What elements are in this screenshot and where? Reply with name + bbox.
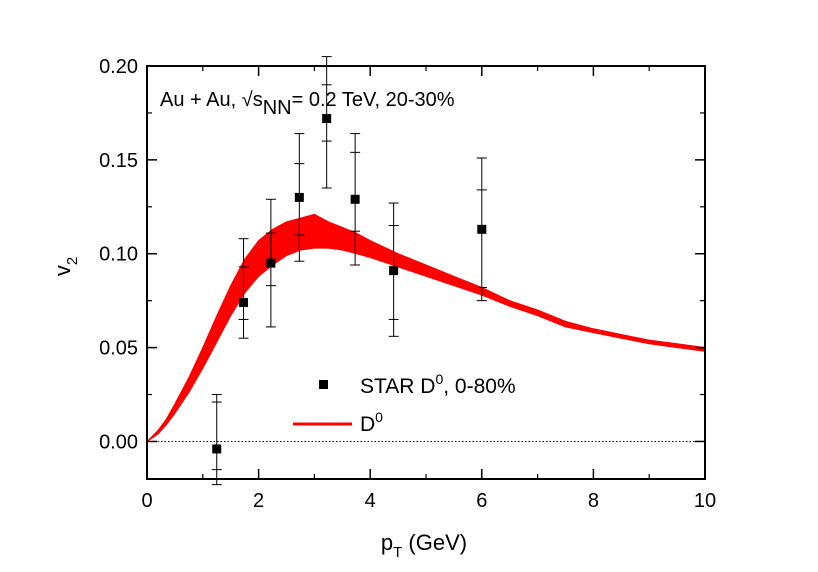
y-tick-label: 0.10 [99, 244, 138, 266]
system-annotation: Au + Au, √sNN= 0.2 TeV, 20-30% [160, 89, 455, 119]
legend-star-main: STAR D [360, 375, 435, 398]
x-axis-title-main: p [381, 530, 393, 555]
plot-area [146, 56, 706, 486]
x-tick-label: 10 [694, 490, 716, 512]
x-axis-title: pT (GeV) [381, 530, 467, 561]
marker-square [477, 224, 487, 234]
band-d0 [146, 213, 706, 442]
data-point [321, 56, 332, 189]
legend-marker-star [319, 380, 328, 389]
band-layer [146, 213, 706, 442]
x-tick-label: 4 [365, 490, 376, 512]
marker-square [294, 192, 304, 202]
annotation-suffix: = 0.2 TeV, 20-30% [292, 89, 455, 111]
x-tick-label: 6 [476, 490, 487, 512]
data-point [265, 198, 276, 328]
legend-star-rest: , 0-80% [443, 375, 515, 398]
points-layer [211, 56, 487, 486]
ticks-layer [146, 65, 706, 479]
y-tick-label: 0.05 [99, 338, 138, 360]
marker-square [350, 194, 360, 204]
legend-label-star: STAR D0, 0-80% [360, 371, 516, 398]
tick-labels-layer: 0 2 4 6 8 10 0.00 0.05 0.10 0.15 0.20 [99, 56, 716, 512]
legend-label-band: D0 [360, 409, 383, 436]
marker-square [266, 258, 276, 268]
data-point [211, 394, 222, 486]
data-point [476, 157, 487, 302]
y-axis-title-subscript: 2 [64, 257, 81, 265]
data-point [294, 133, 305, 262]
legend-band-superscript: 0 [375, 409, 383, 425]
data-point [388, 202, 399, 337]
legend: STAR D0, 0-80% D0 [293, 371, 516, 436]
legend-star-superscript: 0 [435, 371, 443, 387]
marker-square [239, 298, 249, 308]
y-tick-label: 0.15 [99, 150, 138, 172]
y-tick-label: 0.00 [99, 431, 138, 453]
x-tick-label: 8 [588, 490, 599, 512]
x-tick-label: 0 [141, 490, 152, 512]
annotation-prefix: Au + Au, √s [160, 89, 263, 111]
x-axis-title-rest: (GeV) [402, 530, 467, 555]
legend-band-main: D [360, 413, 375, 436]
marker-square [389, 266, 399, 276]
y-axis-title-main: v [50, 265, 75, 276]
y-axis-title: v2 [50, 257, 81, 276]
data-point [238, 238, 249, 339]
y-tick-label: 0.20 [99, 56, 138, 78]
annotation-subscript: NN [263, 97, 292, 119]
x-tick-label: 2 [253, 490, 264, 512]
x-axis-title-subscript: T [393, 544, 402, 561]
marker-square [212, 444, 222, 454]
marker-square [322, 114, 332, 124]
data-point [350, 133, 361, 266]
